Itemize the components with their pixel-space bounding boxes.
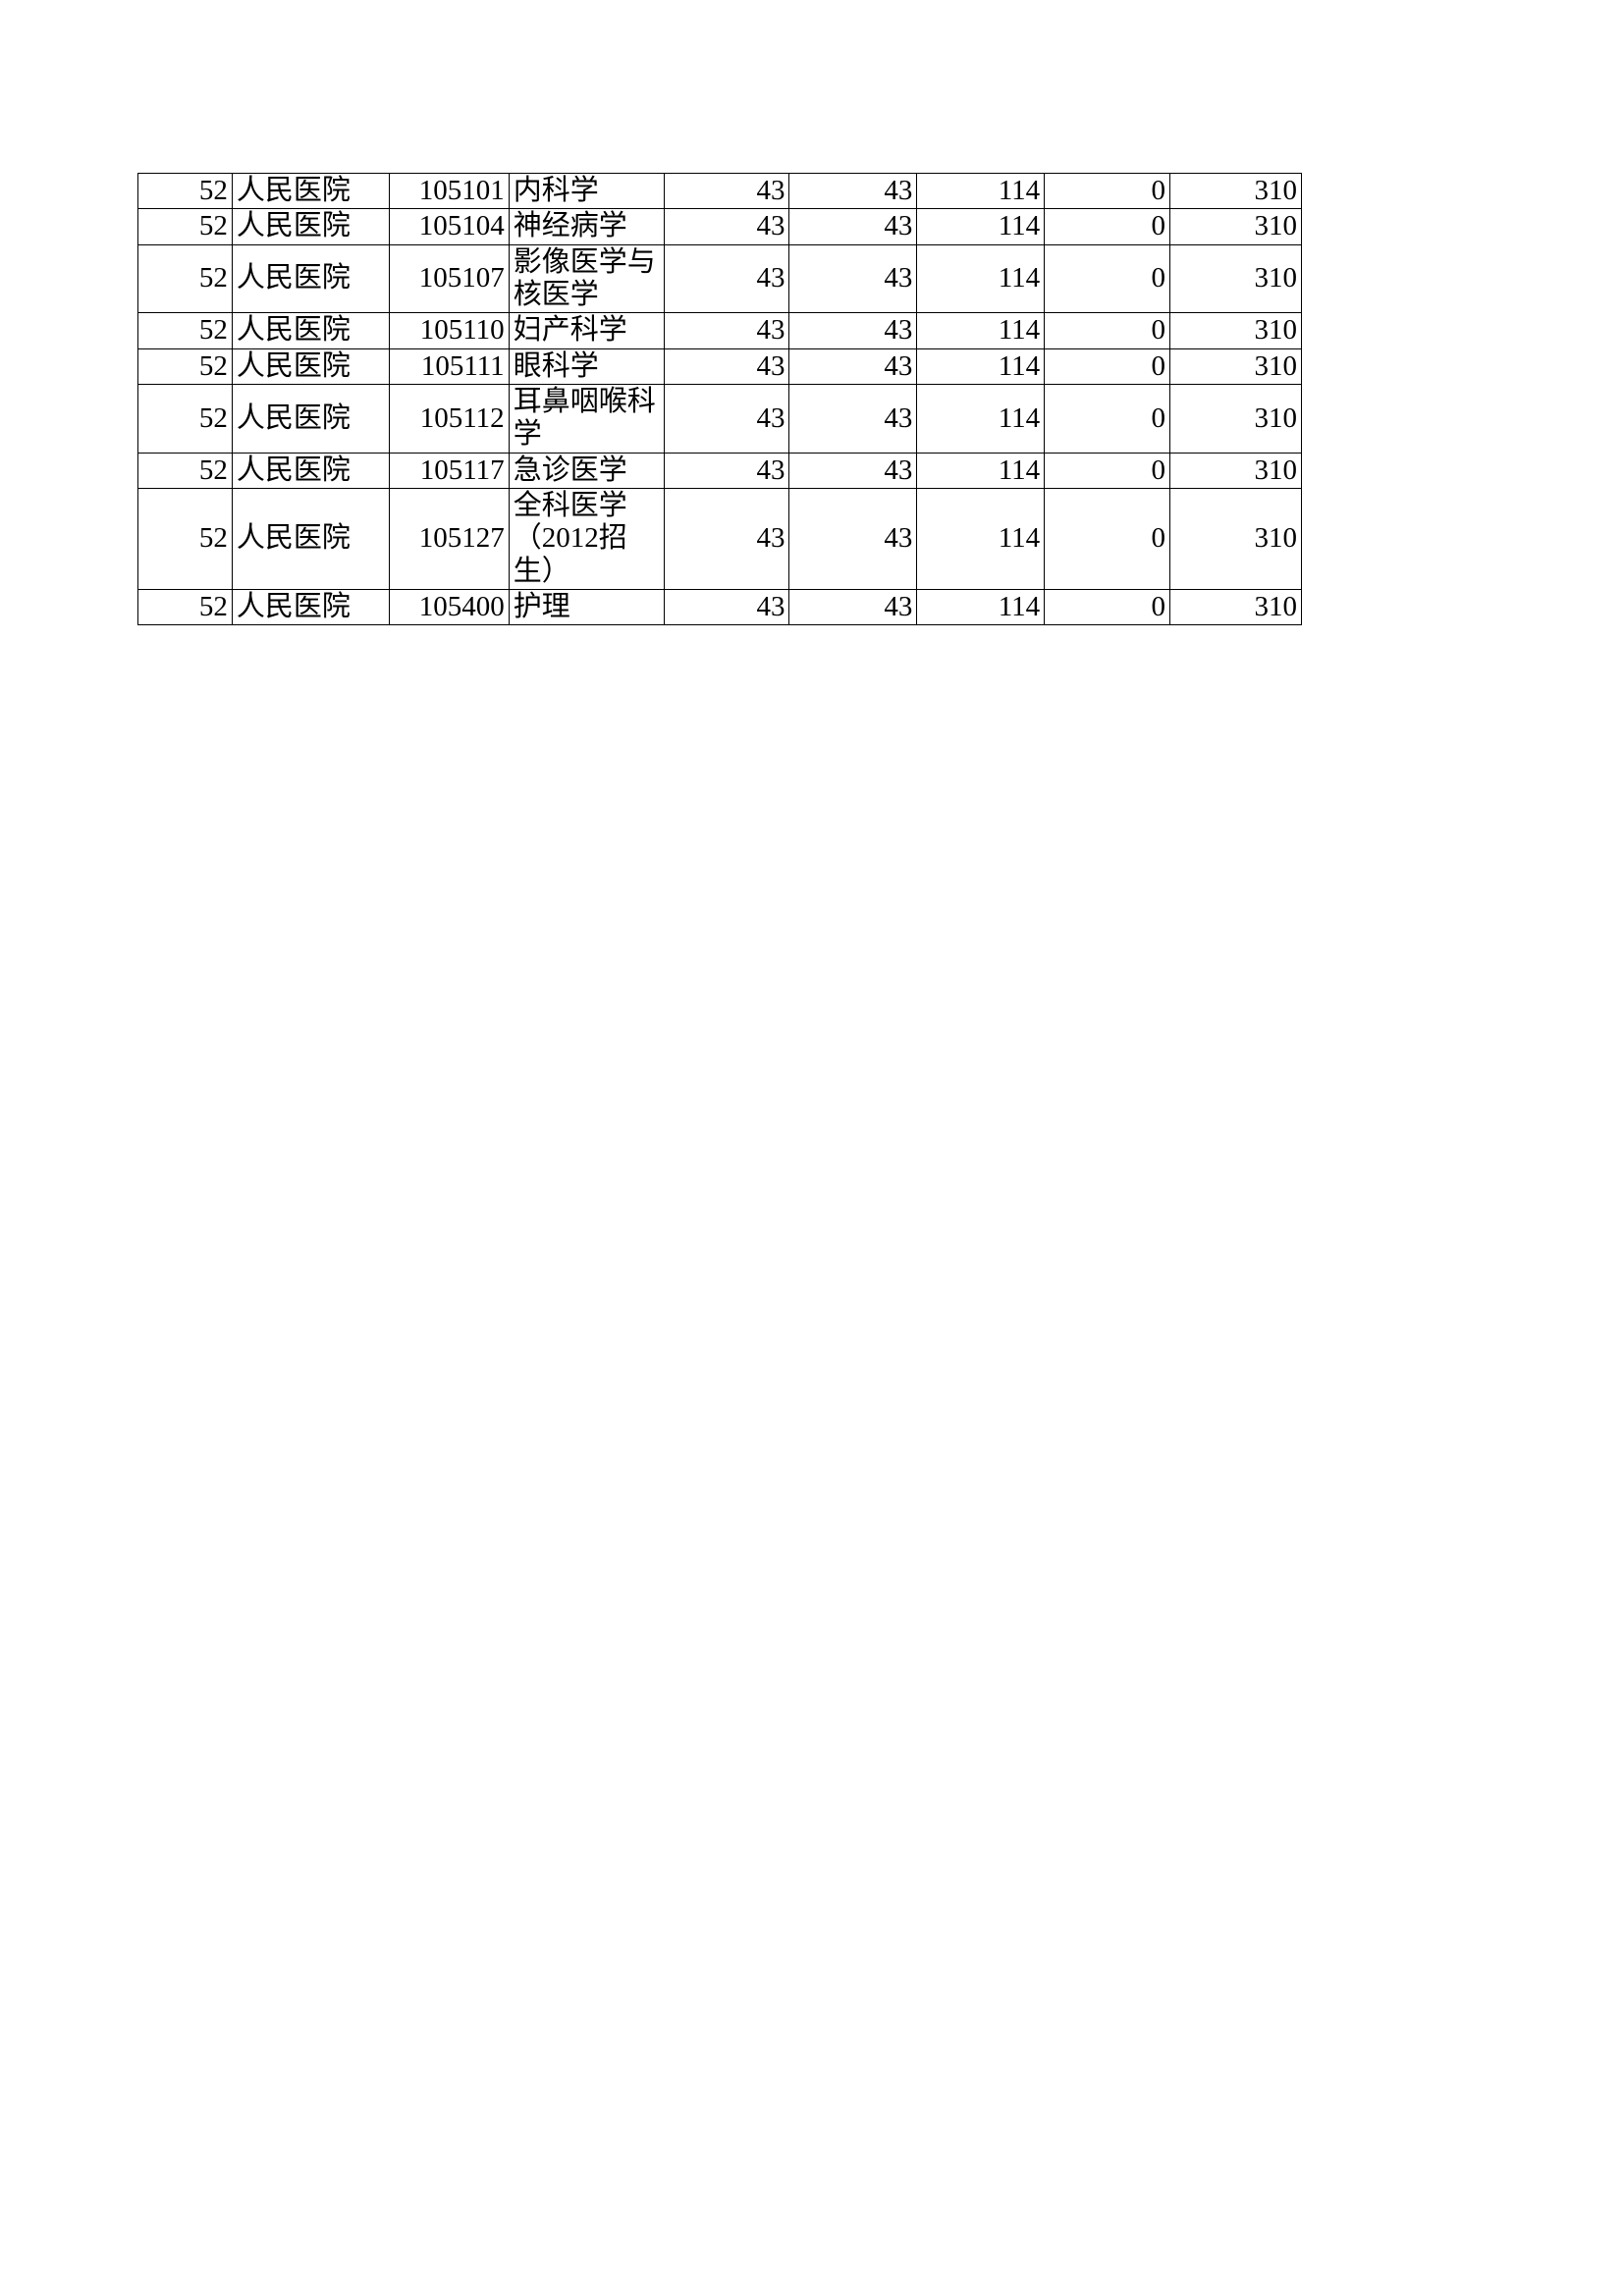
cell-val5: 310 — [1170, 313, 1302, 348]
cell-code: 105107 — [389, 244, 509, 313]
cell-code: 105117 — [389, 453, 509, 488]
cell-subject: 内科学 — [509, 174, 664, 209]
cell-num1: 52 — [138, 174, 233, 209]
cell-val1: 43 — [664, 244, 789, 313]
cell-val4: 0 — [1045, 244, 1170, 313]
cell-val3: 114 — [917, 590, 1045, 625]
cell-val5: 310 — [1170, 590, 1302, 625]
cell-val3: 114 — [917, 453, 1045, 488]
table-row: 52人民医院105104神经病学43431140310 — [138, 209, 1302, 244]
cell-val2: 43 — [789, 385, 917, 454]
cell-val2: 43 — [789, 590, 917, 625]
cell-code: 105101 — [389, 174, 509, 209]
cell-code: 105400 — [389, 590, 509, 625]
cell-val2: 43 — [789, 244, 917, 313]
cell-subject: 护理 — [509, 590, 664, 625]
cell-hospital: 人民医院 — [232, 244, 389, 313]
cell-subject: 眼科学 — [509, 348, 664, 384]
table-row: 52人民医院105111眼科学43431140310 — [138, 348, 1302, 384]
cell-val4: 0 — [1045, 385, 1170, 454]
cell-subject: 影像医学与核医学 — [509, 244, 664, 313]
cell-hospital: 人民医院 — [232, 209, 389, 244]
table-row: 52人民医院105110妇产科学43431140310 — [138, 313, 1302, 348]
cell-val4: 0 — [1045, 453, 1170, 488]
cell-val2: 43 — [789, 348, 917, 384]
cell-val2: 43 — [789, 313, 917, 348]
cell-val5: 310 — [1170, 209, 1302, 244]
cell-num1: 52 — [138, 453, 233, 488]
cell-code: 105112 — [389, 385, 509, 454]
cell-val4: 0 — [1045, 348, 1170, 384]
cell-val3: 114 — [917, 174, 1045, 209]
cell-code: 105110 — [389, 313, 509, 348]
cell-hospital: 人民医院 — [232, 590, 389, 625]
cell-hospital: 人民医院 — [232, 313, 389, 348]
cell-val1: 43 — [664, 453, 789, 488]
cell-val5: 310 — [1170, 385, 1302, 454]
table-row: 52人民医院105117急诊医学43431140310 — [138, 453, 1302, 488]
cell-val4: 0 — [1045, 313, 1170, 348]
cell-num1: 52 — [138, 348, 233, 384]
cell-hospital: 人民医院 — [232, 453, 389, 488]
cell-subject: 全科医学（2012招生） — [509, 489, 664, 590]
cell-code: 105127 — [389, 489, 509, 590]
cell-val3: 114 — [917, 244, 1045, 313]
cell-val5: 310 — [1170, 174, 1302, 209]
cell-num1: 52 — [138, 313, 233, 348]
cell-val1: 43 — [664, 590, 789, 625]
cell-val5: 310 — [1170, 453, 1302, 488]
cell-val1: 43 — [664, 348, 789, 384]
cell-subject: 急诊医学 — [509, 453, 664, 488]
table-row: 52人民医院105127全科医学（2012招生）43431140310 — [138, 489, 1302, 590]
cell-hospital: 人民医院 — [232, 385, 389, 454]
cell-val2: 43 — [789, 453, 917, 488]
cell-val5: 310 — [1170, 244, 1302, 313]
table-row: 52人民医院105112耳鼻咽喉科学43431140310 — [138, 385, 1302, 454]
cell-val1: 43 — [664, 313, 789, 348]
cell-num1: 52 — [138, 590, 233, 625]
cell-val3: 114 — [917, 348, 1045, 384]
cell-val5: 310 — [1170, 348, 1302, 384]
cell-num1: 52 — [138, 385, 233, 454]
cell-val3: 114 — [917, 209, 1045, 244]
cell-val4: 0 — [1045, 209, 1170, 244]
cell-hospital: 人民医院 — [232, 489, 389, 590]
cell-hospital: 人民医院 — [232, 348, 389, 384]
table-row: 52人民医院105101内科学43431140310 — [138, 174, 1302, 209]
cell-num1: 52 — [138, 209, 233, 244]
table-row: 52人民医院105400护理43431140310 — [138, 590, 1302, 625]
data-table: 52人民医院105101内科学4343114031052人民医院105104神经… — [137, 173, 1302, 625]
cell-val1: 43 — [664, 489, 789, 590]
cell-subject: 神经病学 — [509, 209, 664, 244]
cell-subject: 耳鼻咽喉科学 — [509, 385, 664, 454]
table-body: 52人民医院105101内科学4343114031052人民医院105104神经… — [138, 174, 1302, 625]
table-row: 52人民医院105107影像医学与核医学43431140310 — [138, 244, 1302, 313]
cell-val1: 43 — [664, 385, 789, 454]
cell-val4: 0 — [1045, 489, 1170, 590]
cell-val2: 43 — [789, 489, 917, 590]
cell-val4: 0 — [1045, 174, 1170, 209]
cell-val5: 310 — [1170, 489, 1302, 590]
cell-code: 105104 — [389, 209, 509, 244]
cell-val1: 43 — [664, 209, 789, 244]
cell-val3: 114 — [917, 313, 1045, 348]
cell-val2: 43 — [789, 174, 917, 209]
cell-hospital: 人民医院 — [232, 174, 389, 209]
cell-val4: 0 — [1045, 590, 1170, 625]
cell-num1: 52 — [138, 244, 233, 313]
cell-val3: 114 — [917, 489, 1045, 590]
cell-val2: 43 — [789, 209, 917, 244]
cell-subject: 妇产科学 — [509, 313, 664, 348]
cell-num1: 52 — [138, 489, 233, 590]
cell-val1: 43 — [664, 174, 789, 209]
cell-val3: 114 — [917, 385, 1045, 454]
cell-code: 105111 — [389, 348, 509, 384]
data-table-container: 52人民医院105101内科学4343114031052人民医院105104神经… — [137, 173, 1302, 625]
